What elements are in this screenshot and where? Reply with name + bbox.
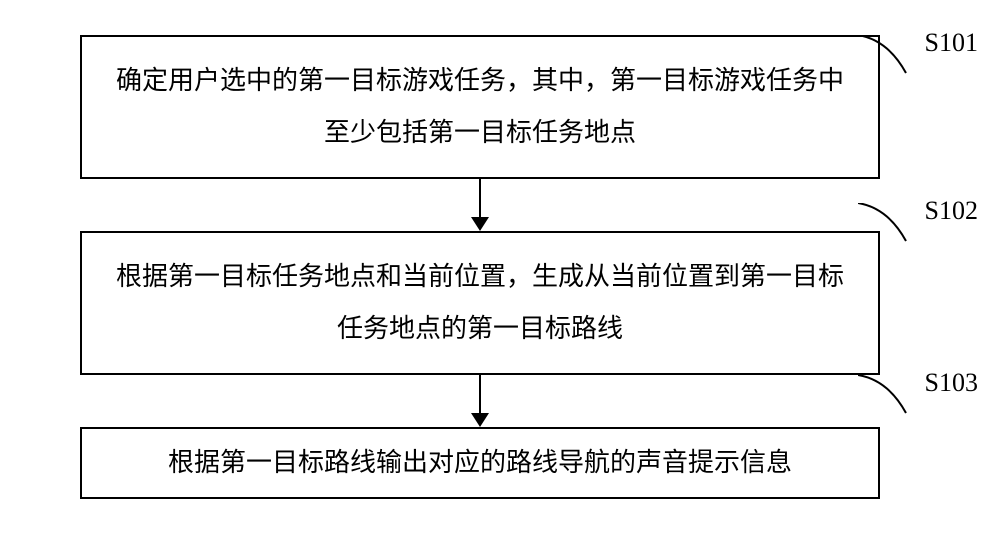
step-box-s101: 确定用户选中的第一目标游戏任务，其中，第一目标游戏任务中至少包括第一目标任务地点 xyxy=(80,35,880,179)
step-label-s103: S103 xyxy=(925,368,978,398)
step-box-s103: 根据第一目标路线输出对应的路线导航的声音提示信息 xyxy=(80,427,880,499)
connector-line xyxy=(479,179,481,217)
step-label-s102: S102 xyxy=(925,196,978,226)
connector-2 xyxy=(471,375,489,427)
step-text: 根据第一目标任务地点和当前位置，生成从当前位置到第一目标任务地点的第一目标路线 xyxy=(106,251,854,355)
connector-line xyxy=(479,375,481,413)
arrowhead-icon xyxy=(471,413,489,427)
connector-1 xyxy=(471,179,489,231)
arrowhead-icon xyxy=(471,217,489,231)
step-label-s101: S101 xyxy=(925,28,978,58)
step-text: 确定用户选中的第一目标游戏任务，其中，第一目标游戏任务中至少包括第一目标任务地点 xyxy=(106,55,854,159)
step-text: 根据第一目标路线输出对应的路线导航的声音提示信息 xyxy=(168,437,792,489)
flowchart: 确定用户选中的第一目标游戏任务，其中，第一目标游戏任务中至少包括第一目标任务地点… xyxy=(60,35,900,499)
step-box-s102: 根据第一目标任务地点和当前位置，生成从当前位置到第一目标任务地点的第一目标路线 xyxy=(80,231,880,375)
